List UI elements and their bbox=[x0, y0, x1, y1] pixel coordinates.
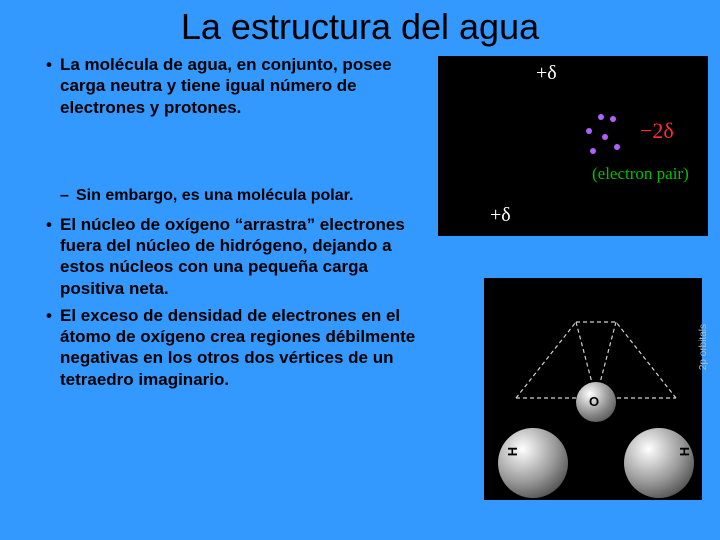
oxygen-label: O bbox=[589, 394, 599, 409]
bullet-1: La molécula de agua, en conjunto, posee … bbox=[46, 54, 426, 118]
delta-minus: −2δ bbox=[640, 118, 674, 144]
electron-dot bbox=[602, 134, 608, 140]
orbital-label: 2p orbitals bbox=[698, 324, 709, 370]
bullet-3: El exceso de densidad de electrones en e… bbox=[46, 305, 426, 390]
delta-plus-bottom: +δ bbox=[490, 204, 511, 227]
sub-bullet-1: Sin embargo, es una molécula polar. bbox=[60, 186, 426, 206]
delta-plus-top: +δ bbox=[536, 62, 557, 85]
bullet-2: El núcleo de oxígeno “arrastra” electron… bbox=[46, 214, 426, 299]
text-column: La molécula de agua, en conjunto, posee … bbox=[30, 54, 426, 390]
bullet-list-2: El núcleo de oxígeno “arrastra” electron… bbox=[30, 214, 426, 390]
figure-water-molecule: +δ +δ −2δ (electron pair) bbox=[438, 56, 708, 236]
electron-dot bbox=[590, 148, 596, 154]
bullet-list: La molécula de agua, en conjunto, posee … bbox=[30, 54, 426, 118]
electron-dot bbox=[610, 116, 616, 122]
page-title: La estructura del agua bbox=[0, 0, 720, 48]
sub-bullet-list: Sin embargo, es una molécula polar. bbox=[30, 186, 426, 206]
hydrogen-label-1: H bbox=[505, 447, 520, 456]
electron-dot bbox=[598, 114, 604, 120]
hydrogen-atom-1 bbox=[498, 428, 568, 498]
hydrogen-label-2: H bbox=[677, 447, 692, 456]
electron-dot bbox=[614, 144, 620, 150]
electron-pair-label: (electron pair) bbox=[592, 164, 689, 184]
electron-dot bbox=[586, 128, 592, 134]
figure-tetrahedron: O H H 2p orbitals bbox=[484, 278, 702, 500]
hydrogen-atom-2 bbox=[624, 428, 694, 498]
